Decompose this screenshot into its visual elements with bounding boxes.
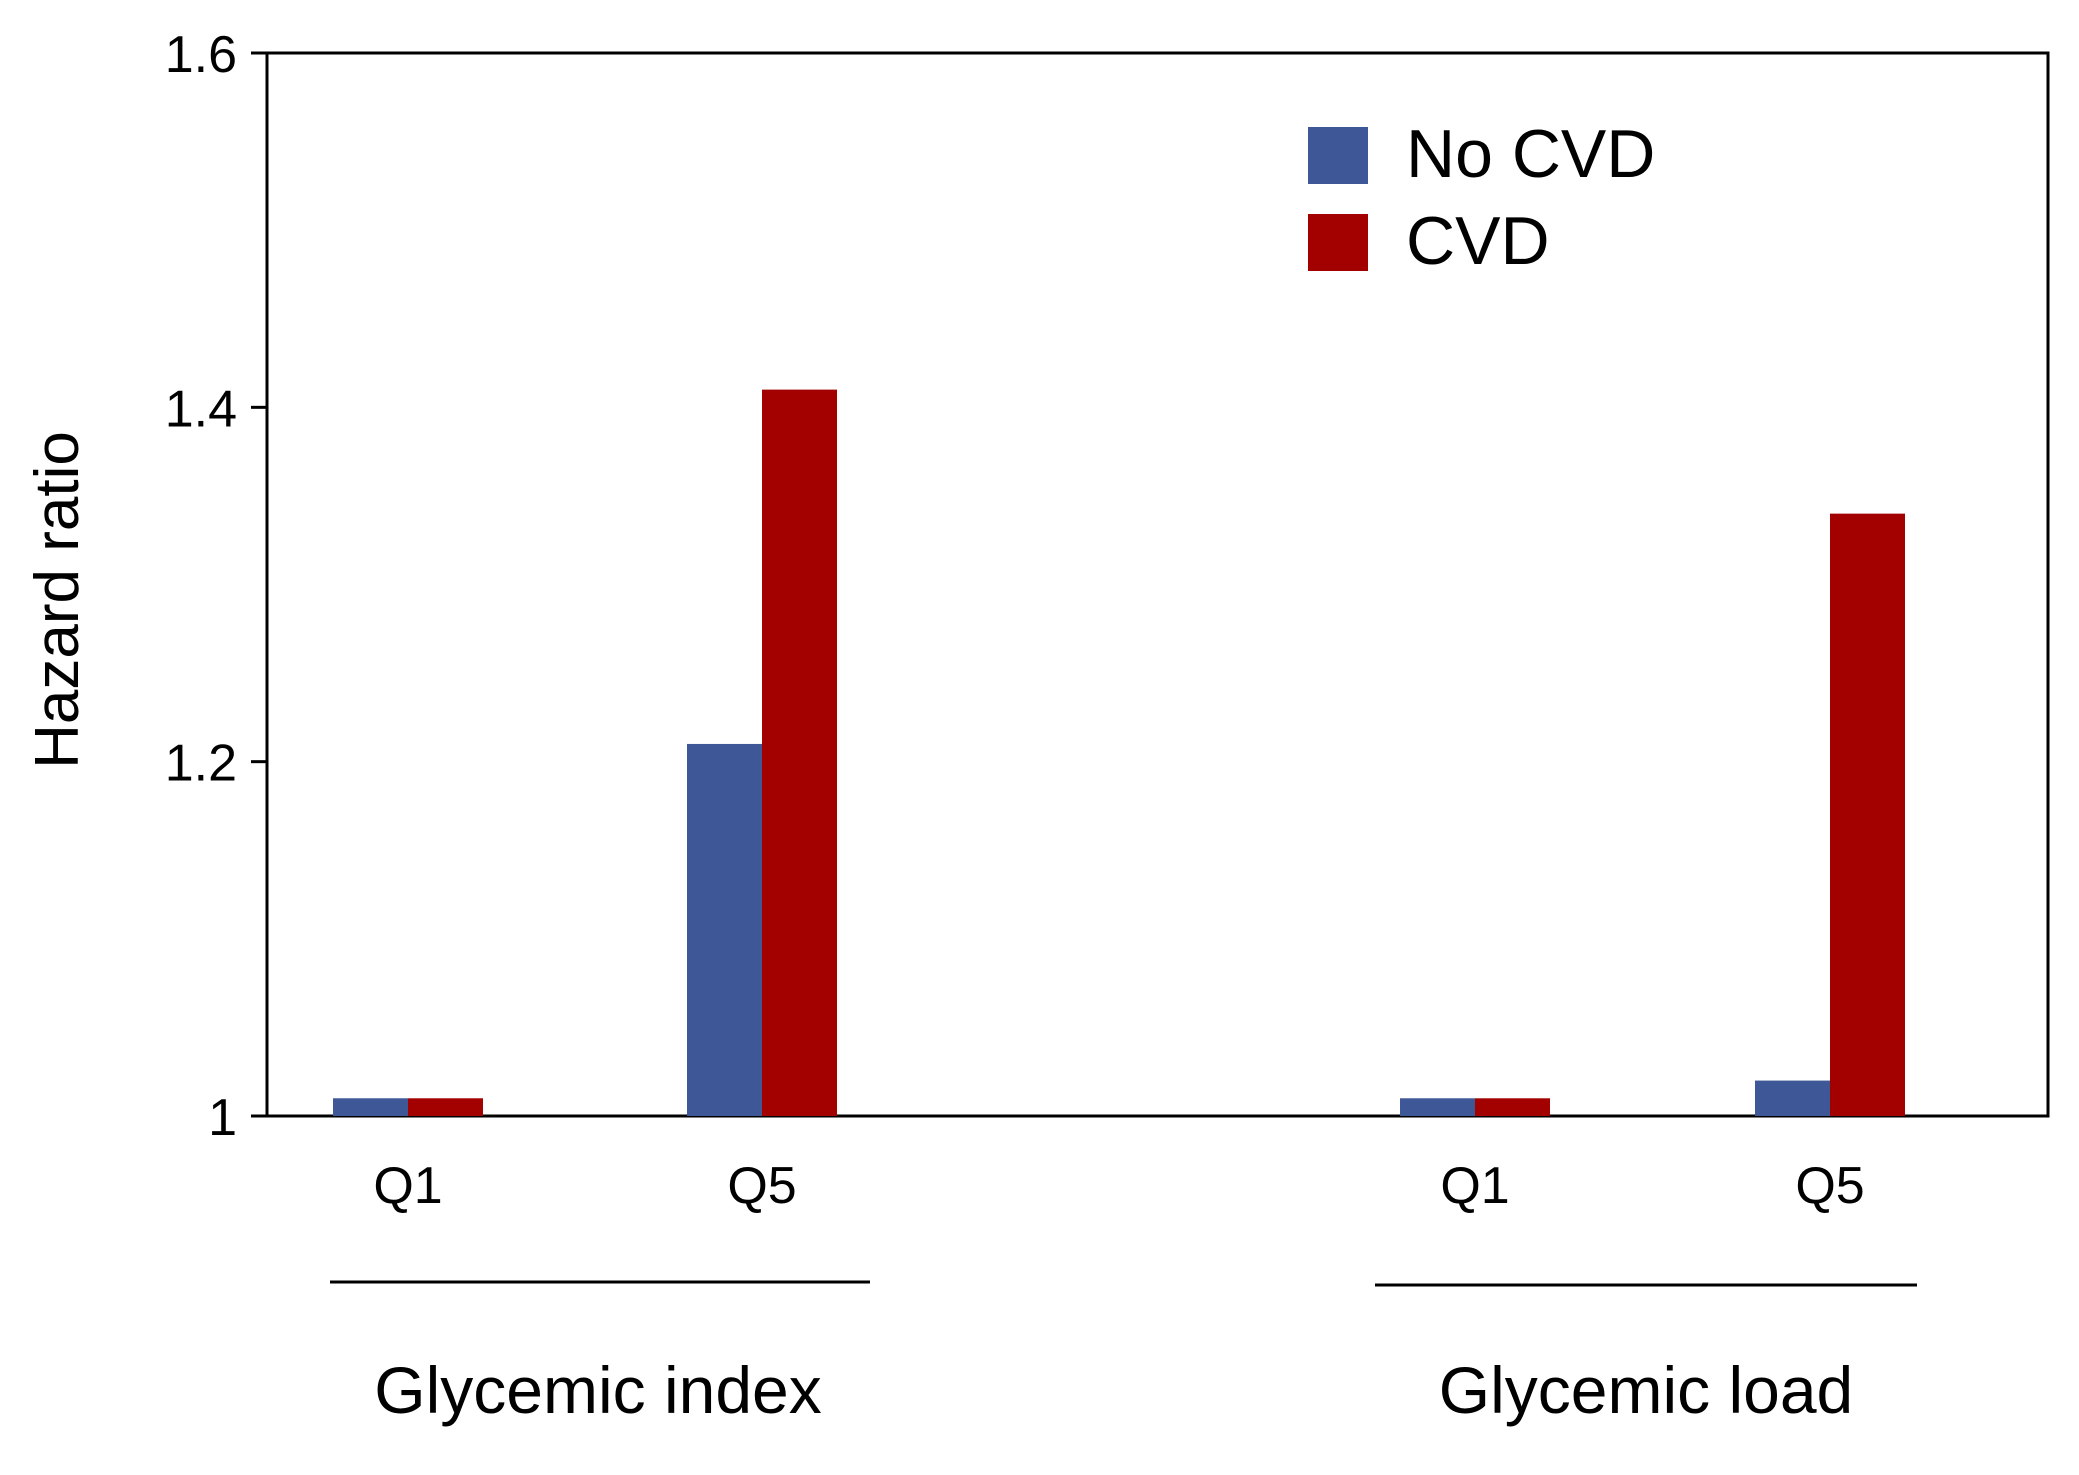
x-category-label: Q1 <box>373 1157 442 1215</box>
bar-cvd-2 <box>762 389 837 1116</box>
legend-swatch <box>1308 214 1368 271</box>
y-axis-label: Hazard ratio <box>23 431 92 769</box>
bar-no-cvd-4 <box>1755 1080 1830 1116</box>
legend-label: No CVD <box>1406 116 1655 192</box>
y-axis-ticks: 1 1.2 1.4 1.6 <box>165 26 267 1147</box>
bar-cvd-4 <box>1830 513 1905 1116</box>
group-labels: Glycemic index Glycemic load <box>330 1280 1917 1427</box>
x-axis-labels: Q1 Q5 Q1 Q5 <box>373 1157 1864 1215</box>
group-label: Glycemic index <box>374 1353 821 1427</box>
x-category-label: Q1 <box>1440 1157 1509 1215</box>
bars-layer <box>333 389 1905 1116</box>
legend: No CVD CVD <box>1308 116 1655 279</box>
legend-swatch <box>1308 127 1368 184</box>
plot-frame <box>265 51 2050 1118</box>
y-tick-label: 1.2 <box>165 735 237 793</box>
bar-no-cvd-3 <box>1400 1098 1475 1116</box>
bar-no-cvd-2 <box>687 743 762 1116</box>
y-tick-label: 1 <box>208 1089 237 1147</box>
bar-no-cvd-1 <box>333 1098 408 1116</box>
legend-label: CVD <box>1406 203 1550 279</box>
x-category-label: Q5 <box>727 1157 796 1215</box>
bar-cvd-3 <box>1475 1098 1550 1116</box>
y-tick-label: 1.4 <box>165 380 237 438</box>
x-category-label: Q5 <box>1795 1157 1864 1215</box>
group-label: Glycemic load <box>1439 1353 1853 1427</box>
y-tick-label: 1.6 <box>165 26 237 84</box>
bar-cvd-1 <box>408 1098 483 1116</box>
